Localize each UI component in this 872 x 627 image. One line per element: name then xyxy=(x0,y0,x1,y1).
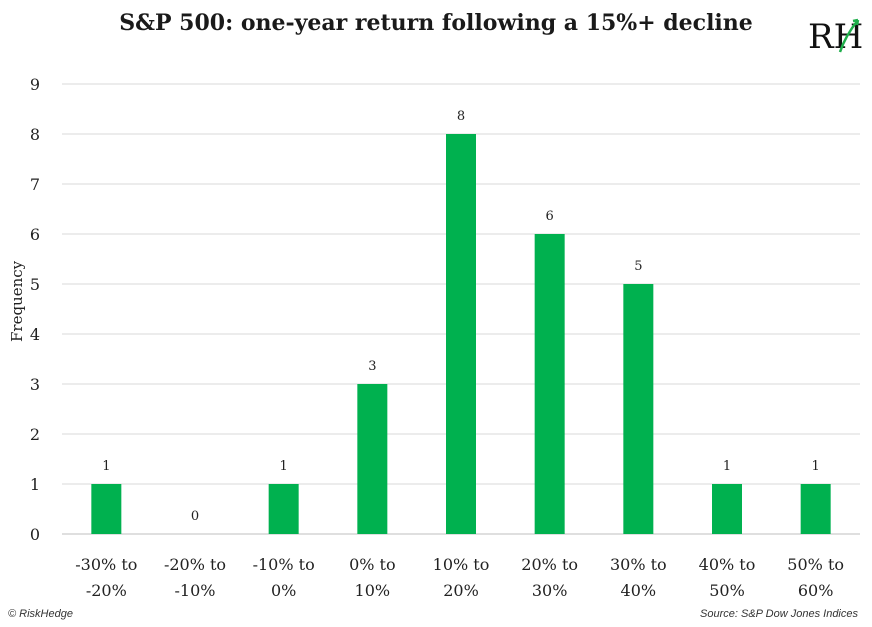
y-tick-label: 1 xyxy=(30,475,40,494)
x-tick-label: 20% to xyxy=(521,555,578,574)
data-label: 1 xyxy=(812,459,820,474)
y-tick-label: 3 xyxy=(30,375,40,394)
bar xyxy=(357,384,388,534)
data-label: 3 xyxy=(368,359,376,374)
x-tick-label: 30% xyxy=(532,581,568,600)
data-label: 1 xyxy=(102,459,110,474)
y-tick-label: 9 xyxy=(30,75,40,94)
x-tick-label: -20% to xyxy=(164,555,226,574)
x-tick-label: 50% to xyxy=(787,555,844,574)
bar xyxy=(268,484,299,534)
x-tick-label: 40% to xyxy=(699,555,756,574)
x-tick-label: 30% to xyxy=(610,555,667,574)
x-tick-label: -10% xyxy=(175,581,216,600)
x-tick-label: 20% xyxy=(443,581,479,600)
x-tick-label: 0% to xyxy=(349,555,396,574)
bar xyxy=(712,484,742,534)
x-tick-label: -30% to xyxy=(75,555,137,574)
x-tick-label: 60% xyxy=(798,581,834,600)
x-tick-label: -20% xyxy=(86,581,127,600)
x-tick-label: 0% xyxy=(271,581,296,600)
data-label: 0 xyxy=(191,509,199,524)
y-tick-label: 0 xyxy=(30,525,40,544)
y-tick-label: 4 xyxy=(30,325,40,344)
footer-source: Source: S&P Dow Jones Indices xyxy=(700,608,858,620)
x-tick-label: 10% to xyxy=(433,555,490,574)
bar xyxy=(446,134,476,534)
bar xyxy=(91,484,122,534)
bar-chart: 0 1 2 3 4 5 6 7 8 9 1 -30% to -20% 0 -20% to -10% 1 -10% … xyxy=(30,75,860,600)
data-label: 6 xyxy=(546,209,554,224)
x-tick-label: -10% to xyxy=(253,555,315,574)
riskhedge-logo-icon: RH xyxy=(808,17,863,56)
bar xyxy=(623,284,654,534)
data-label: 1 xyxy=(723,459,731,474)
bar xyxy=(800,484,831,534)
data-label: 1 xyxy=(280,459,288,474)
x-tick-label: 10% xyxy=(355,581,391,600)
x-tick-label: 50% xyxy=(709,581,745,600)
y-tick-label: 7 xyxy=(30,175,40,194)
chart-title: S&P 500: one-year return following a 15%… xyxy=(119,10,753,36)
y-tick-label: 8 xyxy=(30,125,40,144)
data-label: 5 xyxy=(634,259,642,274)
y-tick-label: 5 xyxy=(30,275,40,294)
footer-copyright: © RiskHedge xyxy=(8,608,73,620)
y-tick-label: 2 xyxy=(30,425,40,444)
x-tick-label: 40% xyxy=(621,581,657,600)
bar xyxy=(534,234,565,534)
data-label: 8 xyxy=(457,109,465,124)
y-tick-label: 6 xyxy=(30,225,40,244)
